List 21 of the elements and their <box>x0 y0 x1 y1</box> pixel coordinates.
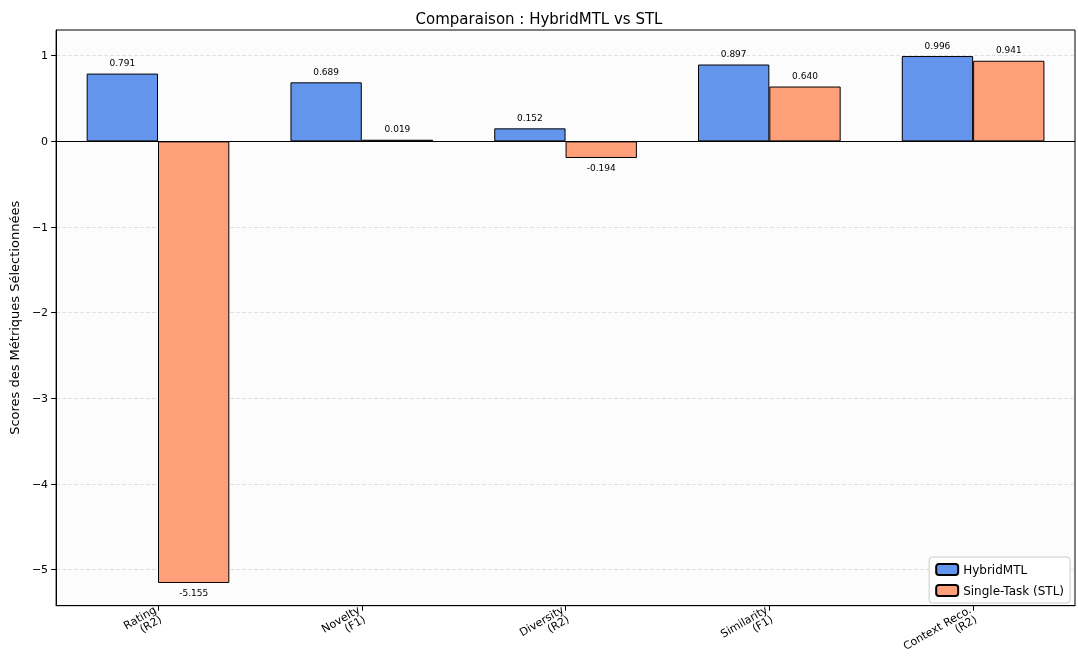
data-label: 0.019 <box>384 124 411 135</box>
data-label: 0.640 <box>792 71 819 82</box>
legend-label: Single-Task (STL) <box>963 583 1064 598</box>
y-tick-label: −5 <box>31 563 49 577</box>
y-tick-label: −1 <box>31 220 49 234</box>
data-label: -5.155 <box>179 588 209 599</box>
legend-label: HybridMTL <box>963 562 1028 577</box>
y-axis-title: Scores des Métriques Sélectionnées <box>7 200 22 435</box>
data-label: -0.194 <box>586 163 616 174</box>
data-label: 0.996 <box>924 40 951 51</box>
y-tick-label: −4 <box>31 477 49 491</box>
data-label: 0.152 <box>517 112 543 123</box>
data-label: 0.941 <box>995 45 1022 56</box>
data-label: 0.791 <box>109 58 136 69</box>
y-tick-label: −2 <box>31 306 49 320</box>
y-tick-label: 1 <box>41 49 49 63</box>
y-tick-label: −3 <box>31 391 49 405</box>
data-label: 0.689 <box>313 66 340 77</box>
chart-title: Comparaison : HybridMTL vs STL <box>415 9 664 28</box>
data-label: 0.897 <box>720 49 747 60</box>
y-tick-label: 0 <box>41 134 49 148</box>
